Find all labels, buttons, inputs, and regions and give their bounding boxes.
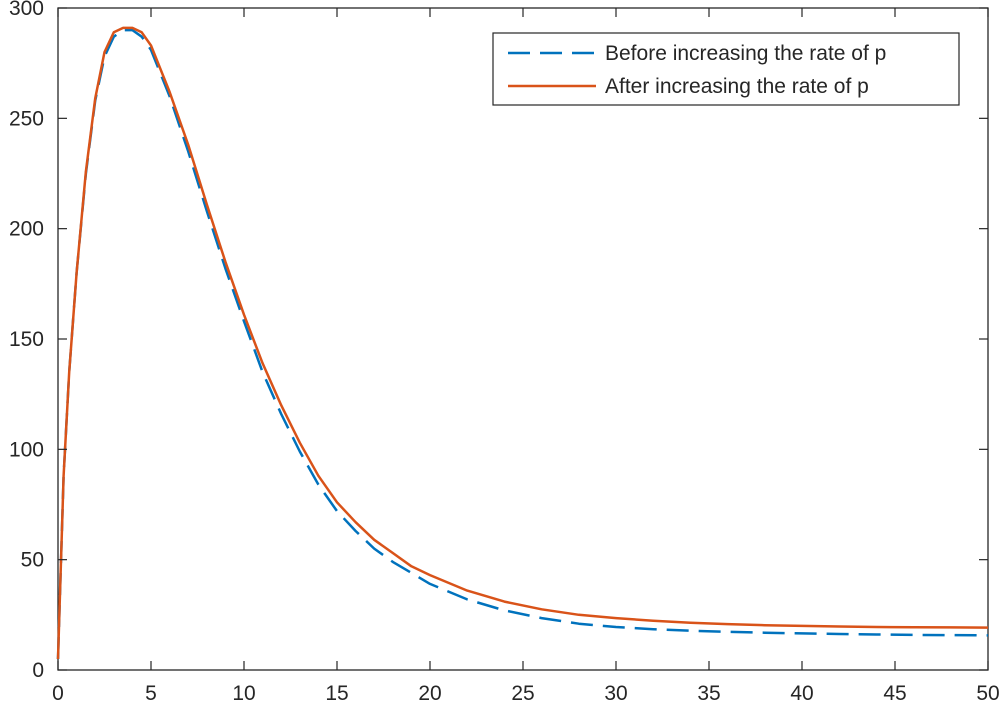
y-tick-label: 200 bbox=[9, 218, 44, 241]
series-layer bbox=[56, 26, 989, 660]
x-tick-label: 20 bbox=[418, 682, 441, 705]
y-tick-label: 0 bbox=[32, 659, 44, 682]
legend-label-1: Before increasing the rate of p bbox=[605, 42, 886, 65]
x-tick-label: 10 bbox=[232, 682, 255, 705]
x-tick-label: 40 bbox=[790, 682, 813, 705]
x-tick-label: 45 bbox=[883, 682, 906, 705]
legend-label-2: After increasing the rate of p bbox=[605, 75, 869, 98]
tick-layer: 0 5 10 15 20 25 30 35 40 45 50 0 50 100 150 200 250 300 bbox=[9, 0, 1000, 705]
series-line-2 bbox=[56, 26, 989, 660]
x-tick-label: 50 bbox=[976, 682, 999, 705]
y-tick-label: 50 bbox=[21, 549, 44, 572]
plot-area-box bbox=[57, 7, 989, 671]
legend-box bbox=[492, 32, 960, 106]
legend: Before increasing the rate of p After inc… bbox=[492, 32, 960, 106]
x-tick-label: 0 bbox=[52, 682, 64, 705]
series-line-1 bbox=[56, 28, 989, 660]
x-tick-label: 35 bbox=[697, 682, 720, 705]
axes-frame bbox=[57, 7, 989, 671]
x-tick-label: 25 bbox=[511, 682, 534, 705]
x-tick-label: 5 bbox=[145, 682, 157, 705]
y-tick-label: 100 bbox=[9, 438, 44, 461]
y-tick-label: 250 bbox=[9, 107, 44, 130]
x-tick-label: 30 bbox=[604, 682, 627, 705]
x-tick-label: 15 bbox=[325, 682, 348, 705]
y-tick-label: 150 bbox=[9, 328, 44, 351]
y-tick-label: 300 bbox=[9, 0, 44, 20]
